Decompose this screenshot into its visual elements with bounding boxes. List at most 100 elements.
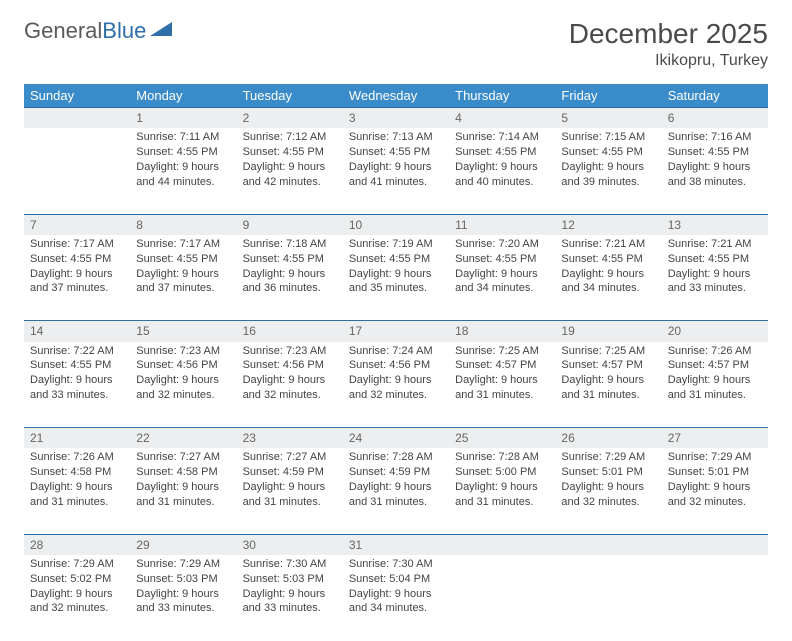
sunrise-line: Sunrise: 7:21 AM — [561, 237, 655, 252]
sunset-line: Sunset: 5:01 PM — [668, 465, 762, 480]
day-content-cell: Sunrise: 7:23 AMSunset: 4:56 PMDaylight:… — [237, 342, 343, 428]
daylight-line: Daylight: 9 hours and 31 minutes. — [455, 373, 549, 403]
sunset-line: Sunset: 5:01 PM — [561, 465, 655, 480]
daylight-line: Daylight: 9 hours and 34 minutes. — [561, 267, 655, 297]
day-content-cell: Sunrise: 7:25 AMSunset: 4:57 PMDaylight:… — [555, 342, 661, 428]
day-content-row: Sunrise: 7:11 AMSunset: 4:55 PMDaylight:… — [24, 128, 768, 214]
daylight-line: Daylight: 9 hours and 33 minutes. — [668, 267, 762, 297]
day-content-cell — [449, 555, 555, 641]
day-number-cell: 1 — [130, 108, 236, 129]
sunset-line: Sunset: 5:00 PM — [455, 465, 549, 480]
day-number-cell: 2 — [237, 108, 343, 129]
day-number-cell: 4 — [449, 108, 555, 129]
day-content-cell: Sunrise: 7:29 AMSunset: 5:01 PMDaylight:… — [555, 448, 661, 534]
day-content-cell: Sunrise: 7:30 AMSunset: 5:04 PMDaylight:… — [343, 555, 449, 641]
daylight-line: Daylight: 9 hours and 31 minutes. — [561, 373, 655, 403]
day-content-cell: Sunrise: 7:28 AMSunset: 5:00 PMDaylight:… — [449, 448, 555, 534]
daylight-line: Daylight: 9 hours and 34 minutes. — [455, 267, 549, 297]
weekday-header: Sunday — [24, 84, 130, 108]
sunrise-line: Sunrise: 7:11 AM — [136, 130, 230, 145]
day-number-cell: 7 — [24, 214, 130, 235]
sunset-line: Sunset: 4:55 PM — [668, 145, 762, 160]
day-number-cell: 17 — [343, 321, 449, 342]
sunrise-line: Sunrise: 7:30 AM — [349, 557, 443, 572]
day-content-cell: Sunrise: 7:14 AMSunset: 4:55 PMDaylight:… — [449, 128, 555, 214]
sunset-line: Sunset: 4:58 PM — [30, 465, 124, 480]
daylight-line: Daylight: 9 hours and 31 minutes. — [243, 480, 337, 510]
sunset-line: Sunset: 4:59 PM — [349, 465, 443, 480]
day-content-row: Sunrise: 7:22 AMSunset: 4:55 PMDaylight:… — [24, 342, 768, 428]
sunrise-line: Sunrise: 7:29 AM — [561, 450, 655, 465]
day-content-cell: Sunrise: 7:29 AMSunset: 5:02 PMDaylight:… — [24, 555, 130, 641]
day-content-cell: Sunrise: 7:15 AMSunset: 4:55 PMDaylight:… — [555, 128, 661, 214]
daylight-line: Daylight: 9 hours and 36 minutes. — [243, 267, 337, 297]
day-content-cell: Sunrise: 7:12 AMSunset: 4:55 PMDaylight:… — [237, 128, 343, 214]
sunset-line: Sunset: 5:03 PM — [243, 572, 337, 587]
sunrise-line: Sunrise: 7:14 AM — [455, 130, 549, 145]
day-content-row: Sunrise: 7:29 AMSunset: 5:02 PMDaylight:… — [24, 555, 768, 641]
day-content-cell: Sunrise: 7:11 AMSunset: 4:55 PMDaylight:… — [130, 128, 236, 214]
daylight-line: Daylight: 9 hours and 39 minutes. — [561, 160, 655, 190]
sunrise-line: Sunrise: 7:27 AM — [136, 450, 230, 465]
sunrise-line: Sunrise: 7:28 AM — [455, 450, 549, 465]
day-content-cell: Sunrise: 7:27 AMSunset: 4:58 PMDaylight:… — [130, 448, 236, 534]
day-number-cell: 25 — [449, 428, 555, 449]
day-content-cell: Sunrise: 7:24 AMSunset: 4:56 PMDaylight:… — [343, 342, 449, 428]
logo-word2: Blue — [102, 18, 146, 43]
day-number-cell: 24 — [343, 428, 449, 449]
daylight-line: Daylight: 9 hours and 42 minutes. — [243, 160, 337, 190]
daylight-line: Daylight: 9 hours and 31 minutes. — [349, 480, 443, 510]
logo: GeneralBlue — [24, 18, 172, 44]
daylight-line: Daylight: 9 hours and 41 minutes. — [349, 160, 443, 190]
sunrise-line: Sunrise: 7:27 AM — [243, 450, 337, 465]
weekday-header: Saturday — [662, 84, 768, 108]
day-content-cell: Sunrise: 7:17 AMSunset: 4:55 PMDaylight:… — [130, 235, 236, 321]
day-number-cell: 19 — [555, 321, 661, 342]
day-number-cell: 30 — [237, 534, 343, 555]
day-number-cell — [662, 534, 768, 555]
sunset-line: Sunset: 4:55 PM — [561, 145, 655, 160]
day-content-cell: Sunrise: 7:29 AMSunset: 5:01 PMDaylight:… — [662, 448, 768, 534]
daylight-line: Daylight: 9 hours and 33 minutes. — [30, 373, 124, 403]
day-number-cell: 14 — [24, 321, 130, 342]
day-number-cell: 3 — [343, 108, 449, 129]
day-content-cell — [555, 555, 661, 641]
day-number-cell: 15 — [130, 321, 236, 342]
sunset-line: Sunset: 4:55 PM — [349, 252, 443, 267]
day-number-cell: 26 — [555, 428, 661, 449]
logo-text: GeneralBlue — [24, 18, 146, 44]
sunset-line: Sunset: 4:55 PM — [136, 145, 230, 160]
day-number-row: 123456 — [24, 108, 768, 129]
weekday-header: Thursday — [449, 84, 555, 108]
sunrise-line: Sunrise: 7:26 AM — [30, 450, 124, 465]
day-number-cell: 27 — [662, 428, 768, 449]
day-content-cell: Sunrise: 7:27 AMSunset: 4:59 PMDaylight:… — [237, 448, 343, 534]
weekday-header: Friday — [555, 84, 661, 108]
day-content-cell: Sunrise: 7:19 AMSunset: 4:55 PMDaylight:… — [343, 235, 449, 321]
sunrise-line: Sunrise: 7:21 AM — [668, 237, 762, 252]
month-title: December 2025 — [569, 18, 768, 50]
sunrise-line: Sunrise: 7:13 AM — [349, 130, 443, 145]
sunset-line: Sunset: 4:55 PM — [668, 252, 762, 267]
sunrise-line: Sunrise: 7:23 AM — [136, 344, 230, 359]
sunset-line: Sunset: 4:55 PM — [30, 252, 124, 267]
day-number-cell: 28 — [24, 534, 130, 555]
day-number-cell: 9 — [237, 214, 343, 235]
day-content-cell: Sunrise: 7:21 AMSunset: 4:55 PMDaylight:… — [555, 235, 661, 321]
day-content-cell: Sunrise: 7:17 AMSunset: 4:55 PMDaylight:… — [24, 235, 130, 321]
daylight-line: Daylight: 9 hours and 37 minutes. — [136, 267, 230, 297]
sunrise-line: Sunrise: 7:17 AM — [136, 237, 230, 252]
sunset-line: Sunset: 4:56 PM — [243, 358, 337, 373]
day-content-row: Sunrise: 7:17 AMSunset: 4:55 PMDaylight:… — [24, 235, 768, 321]
sunset-line: Sunset: 4:58 PM — [136, 465, 230, 480]
sunrise-line: Sunrise: 7:12 AM — [243, 130, 337, 145]
sunrise-line: Sunrise: 7:17 AM — [30, 237, 124, 252]
daylight-line: Daylight: 9 hours and 37 minutes. — [30, 267, 124, 297]
sunset-line: Sunset: 5:03 PM — [136, 572, 230, 587]
daylight-line: Daylight: 9 hours and 32 minutes. — [136, 373, 230, 403]
day-number-cell: 13 — [662, 214, 768, 235]
sunrise-line: Sunrise: 7:19 AM — [349, 237, 443, 252]
weekday-header: Wednesday — [343, 84, 449, 108]
day-number-row: 78910111213 — [24, 214, 768, 235]
day-content-cell: Sunrise: 7:26 AMSunset: 4:58 PMDaylight:… — [24, 448, 130, 534]
